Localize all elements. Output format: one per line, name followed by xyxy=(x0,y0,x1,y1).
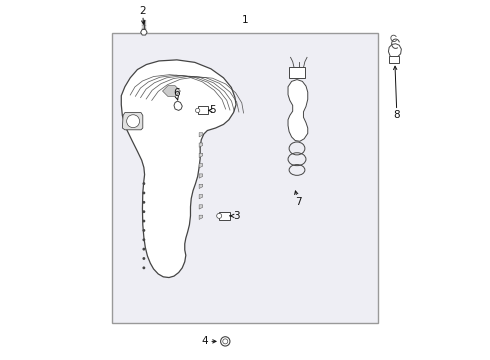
Polygon shape xyxy=(199,194,203,199)
FancyBboxPatch shape xyxy=(197,107,208,114)
FancyBboxPatch shape xyxy=(112,33,378,323)
Circle shape xyxy=(126,115,140,128)
Polygon shape xyxy=(199,205,203,209)
Polygon shape xyxy=(199,143,203,147)
Text: 6: 6 xyxy=(173,88,179,98)
Circle shape xyxy=(143,210,146,213)
Polygon shape xyxy=(199,133,203,137)
Circle shape xyxy=(143,248,146,251)
Circle shape xyxy=(217,213,221,219)
Polygon shape xyxy=(199,184,203,189)
Polygon shape xyxy=(141,30,147,35)
Circle shape xyxy=(223,339,228,344)
Circle shape xyxy=(143,182,146,185)
Circle shape xyxy=(143,192,146,194)
Text: 1: 1 xyxy=(242,15,248,25)
Circle shape xyxy=(143,266,146,269)
Polygon shape xyxy=(199,174,203,178)
Text: 2: 2 xyxy=(139,6,146,17)
FancyBboxPatch shape xyxy=(219,212,230,220)
Text: 5: 5 xyxy=(209,105,216,116)
Circle shape xyxy=(143,257,146,260)
Circle shape xyxy=(143,220,146,222)
Circle shape xyxy=(143,238,146,241)
FancyBboxPatch shape xyxy=(289,67,305,78)
Polygon shape xyxy=(199,153,203,158)
Polygon shape xyxy=(288,80,308,141)
Polygon shape xyxy=(199,163,203,168)
Polygon shape xyxy=(122,60,236,278)
Polygon shape xyxy=(389,44,401,58)
Polygon shape xyxy=(122,113,143,130)
Text: 7: 7 xyxy=(295,197,301,207)
Circle shape xyxy=(196,108,200,113)
Text: 8: 8 xyxy=(394,110,400,120)
Text: 4: 4 xyxy=(201,336,208,346)
Text: 3: 3 xyxy=(233,211,239,221)
Circle shape xyxy=(143,229,146,232)
Polygon shape xyxy=(163,86,180,96)
Circle shape xyxy=(143,201,146,204)
FancyBboxPatch shape xyxy=(389,56,399,63)
Circle shape xyxy=(220,337,230,346)
Polygon shape xyxy=(174,101,182,111)
Polygon shape xyxy=(199,215,203,220)
